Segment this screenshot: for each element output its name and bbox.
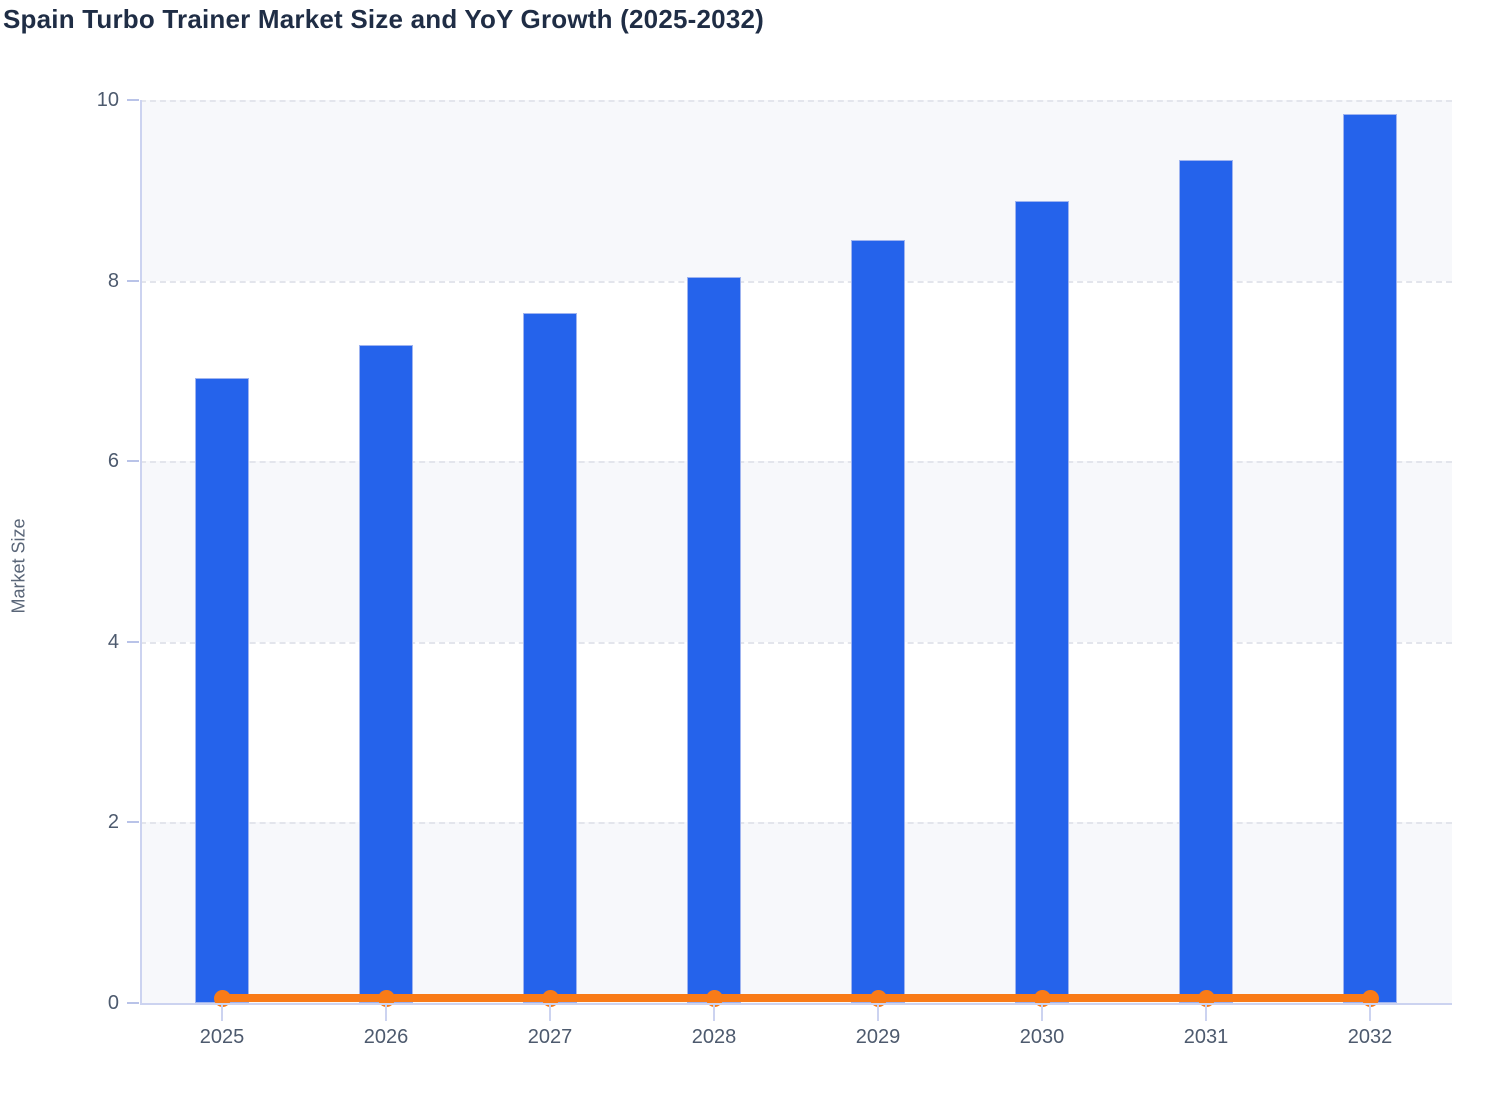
x-tick-label: 2029 bbox=[855, 1026, 901, 1048]
x-axis-tick bbox=[549, 1005, 551, 1021]
gridline bbox=[140, 100, 1452, 102]
bar-2030[interactable] bbox=[1015, 201, 1069, 1003]
gridline bbox=[140, 280, 1452, 283]
bar-2026[interactable] bbox=[359, 344, 413, 1003]
bar-2031[interactable] bbox=[1179, 159, 1233, 1003]
plot-band bbox=[140, 822, 1452, 1003]
y-tick-label: 8 bbox=[107, 269, 119, 292]
x-tick-label: 2027 bbox=[527, 1026, 573, 1048]
y-axis-tick bbox=[127, 821, 139, 824]
x-axis-tick bbox=[877, 1005, 879, 1021]
yoy-growth-point-2026[interactable] bbox=[377, 989, 395, 1007]
x-tick-label: 2025 bbox=[199, 1026, 245, 1048]
bar-2025[interactable] bbox=[195, 378, 249, 1003]
y-axis-name: Market Size bbox=[8, 518, 29, 614]
y-axis-tick bbox=[127, 640, 139, 643]
x-axis-line bbox=[140, 1003, 1452, 1005]
x-axis-tick bbox=[1041, 1005, 1043, 1021]
y-tick-label: 4 bbox=[107, 630, 119, 653]
x-tick-label: 2030 bbox=[1019, 1026, 1065, 1048]
x-axis-tick bbox=[1369, 1005, 1371, 1021]
yoy-growth-point-2027[interactable] bbox=[541, 989, 559, 1007]
plot-band bbox=[140, 461, 1452, 642]
bar-2027[interactable] bbox=[523, 313, 577, 1003]
plot-band bbox=[140, 100, 1452, 281]
y-tick-label: 10 bbox=[96, 89, 119, 111]
yoy-growth-point-2025[interactable] bbox=[213, 989, 231, 1007]
gridline bbox=[140, 641, 1452, 644]
y-axis-tick bbox=[127, 460, 139, 463]
yoy-growth-point-2032[interactable] bbox=[1361, 989, 1379, 1007]
y-tick-label: 6 bbox=[107, 450, 119, 473]
x-axis-tick bbox=[1205, 1005, 1207, 1021]
bar-2032[interactable] bbox=[1343, 113, 1397, 1003]
yoy-growth-point-2030[interactable] bbox=[1033, 989, 1051, 1007]
x-tick-label: 2032 bbox=[1347, 1026, 1393, 1048]
bar-2028[interactable] bbox=[687, 276, 741, 1003]
chart-title: Spain Turbo Trainer Market Size and YoY … bbox=[3, 4, 765, 34]
x-axis-tick bbox=[221, 1005, 223, 1021]
gridline bbox=[140, 822, 1452, 825]
x-axis-tick bbox=[385, 1005, 387, 1021]
x-axis-tick bbox=[713, 1005, 715, 1021]
yoy-growth-point-2031[interactable] bbox=[1197, 989, 1215, 1007]
bar-2029[interactable] bbox=[851, 239, 905, 1003]
x-tick-label: 2026 bbox=[363, 1026, 409, 1048]
plot-band bbox=[140, 641, 1452, 823]
y-axis-tick bbox=[127, 99, 139, 101]
y-tick-label: 0 bbox=[107, 992, 119, 1014]
x-tick-label: 2031 bbox=[1183, 1026, 1229, 1048]
plot-area bbox=[140, 100, 1452, 1007]
yoy-growth-point-2029[interactable] bbox=[869, 989, 887, 1007]
yoy-growth-point-2028[interactable] bbox=[705, 989, 723, 1007]
y-axis-line bbox=[140, 100, 142, 1003]
plot-band bbox=[140, 280, 1452, 462]
yoy-growth-line bbox=[222, 994, 1370, 1003]
y-tick-label: 2 bbox=[107, 811, 119, 834]
x-tick-label: 2028 bbox=[691, 1026, 737, 1048]
gridline bbox=[140, 461, 1452, 464]
y-axis-tick bbox=[127, 1002, 139, 1004]
y-axis-tick bbox=[127, 279, 139, 282]
